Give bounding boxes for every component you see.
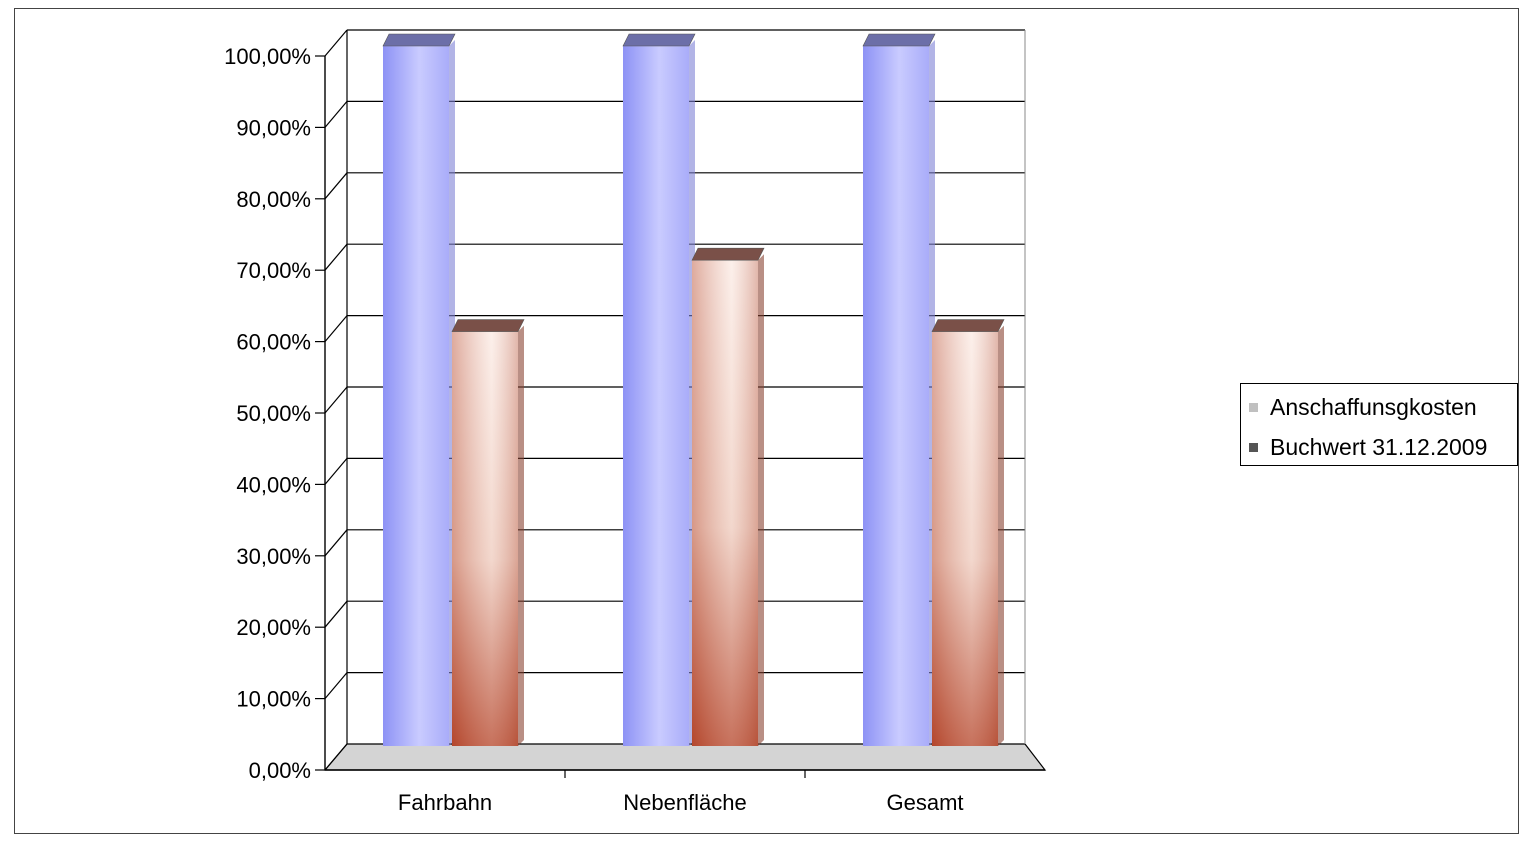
x-tick-label: Fahrbahn (398, 790, 492, 815)
legend-swatch-buchwert (1249, 442, 1258, 452)
side-wall-line (324, 29, 348, 57)
legend-label-anschaffungskosten: Anschaffunsgkosten (1270, 393, 1477, 420)
bar-top-1-0 (451, 319, 525, 332)
side-wall-line (324, 315, 348, 342)
y-tick-label: 20,00% (236, 615, 311, 640)
legend-item-anschaffungskosten: Anschaffunsgkosten (1249, 392, 1477, 422)
y-tick-label: 90,00% (236, 115, 311, 140)
chart-floor (323, 743, 1047, 771)
y-tick-label: 10,00% (236, 687, 311, 712)
bar-anschaffungskosten-0 (383, 46, 449, 746)
side-wall-line (324, 529, 348, 557)
legend-item-buchwert: Buchwert 31.12.2009 (1249, 432, 1487, 462)
side-wall-line (324, 458, 348, 485)
bar-shade-1 (692, 260, 758, 746)
side-wall-line (324, 243, 348, 271)
legend-swatch-anschaffungskosten (1249, 402, 1258, 412)
x-tick-label: Gesamt (886, 790, 963, 815)
bar-side-1-2 (998, 325, 1004, 746)
bar-top-0-0 (382, 33, 456, 47)
legend-label-buchwert: Buchwert 31.12.2009 (1270, 433, 1488, 460)
y-tick-label: 0,00% (249, 758, 311, 783)
bar-side-1-1 (758, 254, 764, 746)
chart-legend: Anschaffunsgkosten Buchwert 31.12.2009 (1240, 383, 1518, 466)
bar-top-1-2 (931, 319, 1005, 332)
y-tick-label: 100,00% (224, 44, 311, 69)
x-tick-label: Nebenfläche (623, 790, 747, 815)
side-wall-line (324, 672, 348, 699)
y-tick-label: 70,00% (236, 258, 311, 283)
bar-top-0-1 (622, 33, 696, 47)
bar-shade-2 (932, 331, 998, 746)
bar-top-0-2 (862, 33, 936, 47)
bar-top-1-1 (691, 247, 765, 261)
bar-side-1-0 (518, 325, 524, 746)
side-wall-line (324, 743, 348, 771)
y-tick-label: 30,00% (236, 544, 311, 569)
side-wall-line (324, 172, 348, 200)
y-tick-label: 60,00% (236, 330, 311, 355)
side-wall-line (324, 600, 348, 628)
y-tick-label: 40,00% (236, 472, 311, 497)
bar-anschaffungskosten-2 (863, 46, 929, 746)
y-tick-label: 80,00% (236, 187, 311, 212)
side-wall-line (324, 101, 348, 128)
bar-shade-0 (452, 331, 518, 746)
bar-anschaffungskosten-1 (623, 46, 689, 746)
y-tick-label: 50,00% (236, 401, 311, 426)
side-wall-line (324, 386, 348, 414)
